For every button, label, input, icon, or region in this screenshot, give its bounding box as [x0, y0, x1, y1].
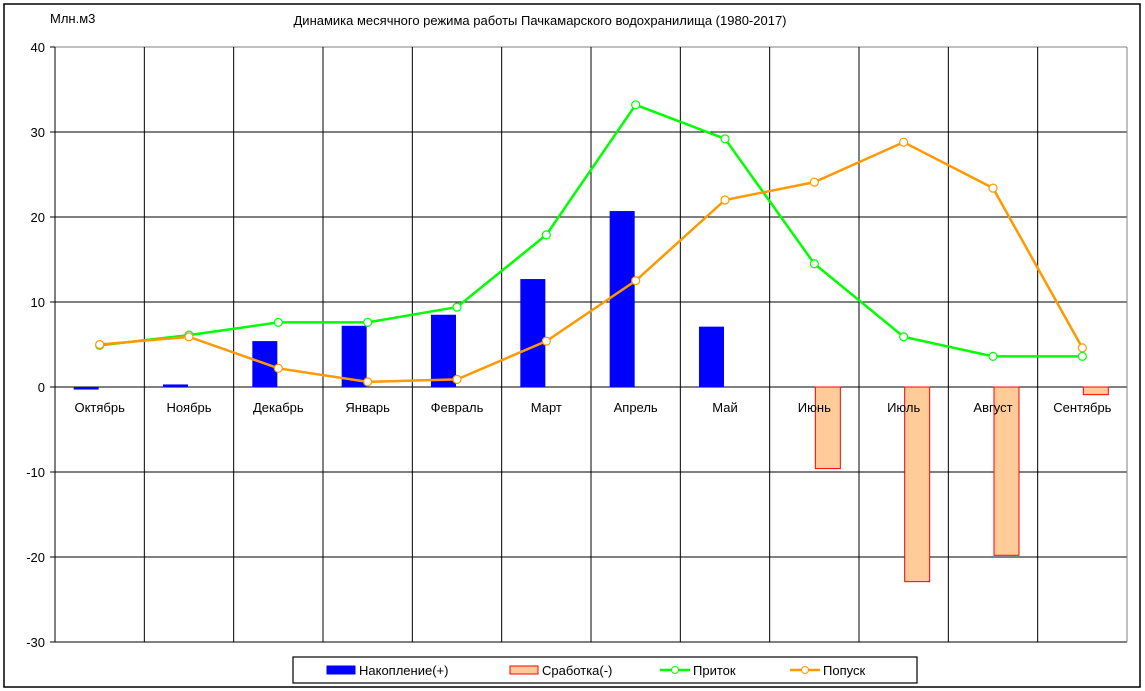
bar-accumulation: [341, 325, 367, 387]
x-tick-label: Июль: [887, 400, 920, 415]
data-point-inflow: [809, 259, 819, 269]
data-point-release: [95, 339, 105, 350]
bar-accumulation: [73, 387, 99, 390]
data-point-release: [899, 137, 909, 147]
y-tick-label: 20: [31, 210, 45, 225]
data-point-inflow: [452, 302, 462, 312]
x-tick-label: Август: [973, 400, 1012, 415]
series-line-inflow: [99, 103, 1083, 358]
data-point-inflow: [1077, 351, 1087, 361]
data-point-release: [452, 374, 462, 384]
legend-label: Приток: [693, 663, 736, 678]
bar-accumulation: [609, 211, 635, 387]
bar-drawdown: [814, 386, 841, 470]
legend-label: Сработка(-): [542, 663, 612, 678]
x-tick-label: Июнь: [798, 400, 831, 415]
x-tick-label: Март: [531, 400, 562, 415]
bar-drawdown: [1082, 386, 1109, 396]
x-tick-label: Декабрь: [253, 400, 304, 415]
y-tick-label: 40: [31, 40, 45, 55]
legend-marker: [801, 666, 809, 674]
data-point-release: [541, 336, 551, 346]
data-point-release: [1077, 343, 1087, 353]
chart-title: Динамика месячного режима работы Пачкама…: [294, 13, 787, 28]
x-tick-label: Октябрь: [74, 400, 125, 415]
y-axis-unit-label: Млн.м3: [50, 11, 95, 26]
data-point-inflow: [988, 351, 998, 361]
bar-accumulation: [431, 314, 456, 387]
data-point-release: [631, 276, 641, 286]
data-point-release: [184, 332, 194, 342]
data-point-inflow: [899, 332, 909, 342]
data-point-release: [363, 377, 373, 387]
bar-accumulation: [163, 384, 188, 387]
x-tick-label: Сентябрь: [1053, 400, 1111, 415]
series-line-release: [99, 140, 1084, 384]
bar-drawdown: [904, 386, 931, 583]
data-point-release: [720, 195, 730, 205]
x-tick-label: Май: [712, 400, 737, 415]
data-point-release: [273, 363, 283, 373]
data-point-inflow: [363, 317, 373, 327]
data-point-release: [809, 177, 819, 187]
y-tick-label: 10: [31, 295, 45, 310]
x-tick-label: Апрель: [614, 400, 658, 415]
legend-label: Накопление(+): [359, 663, 448, 678]
legend-marker: [671, 666, 679, 674]
chart-border: [3, 3, 1141, 688]
bar-drawdown: [993, 386, 1020, 556]
y-tick-label: 0: [38, 380, 45, 395]
legend-swatch: [326, 665, 356, 675]
data-point-release: [988, 183, 998, 193]
y-tick-label: -30: [26, 635, 45, 650]
legend-swatch: [509, 665, 539, 675]
bar-accumulation: [699, 326, 724, 387]
data-point-inflow: [720, 134, 730, 144]
data-point-inflow: [541, 230, 551, 240]
y-tick-label: -10: [26, 465, 45, 480]
x-tick-label: Ноябрь: [166, 400, 211, 415]
legend-label: Попуск: [823, 663, 865, 678]
x-tick-label: Февраль: [431, 400, 484, 415]
data-point-inflow: [273, 317, 283, 327]
y-tick-label: -20: [26, 550, 45, 565]
y-tick-label: 30: [31, 125, 45, 140]
bar-accumulation: [520, 279, 546, 387]
x-tick-label: Январь: [345, 400, 390, 415]
data-point-inflow: [631, 100, 641, 110]
legend: Накопление(+) Сработка(-) Приток Попуск: [292, 656, 918, 684]
